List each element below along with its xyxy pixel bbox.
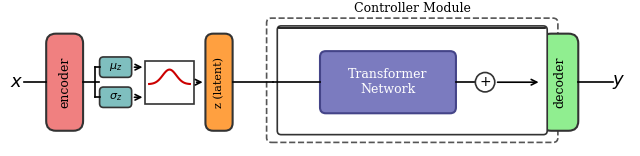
FancyBboxPatch shape — [541, 34, 579, 131]
Text: $\mu_z$: $\mu_z$ — [109, 61, 122, 73]
FancyBboxPatch shape — [320, 51, 456, 113]
Text: $y$: $y$ — [612, 73, 626, 91]
Text: $\sigma_z$: $\sigma_z$ — [109, 91, 122, 103]
FancyBboxPatch shape — [100, 57, 132, 77]
Circle shape — [476, 73, 495, 92]
Text: Transformer
Network: Transformer Network — [348, 68, 428, 96]
Bar — [145, 61, 194, 104]
Text: encoder: encoder — [58, 56, 71, 108]
Text: z (latent): z (latent) — [214, 57, 224, 108]
FancyBboxPatch shape — [100, 87, 132, 107]
FancyBboxPatch shape — [277, 26, 547, 135]
Text: $+$: $+$ — [479, 75, 491, 89]
Text: decoder: decoder — [554, 56, 566, 108]
Text: $x$: $x$ — [10, 73, 24, 91]
FancyBboxPatch shape — [46, 34, 83, 131]
Text: Controller Module: Controller Module — [354, 2, 470, 15]
FancyBboxPatch shape — [205, 34, 232, 131]
